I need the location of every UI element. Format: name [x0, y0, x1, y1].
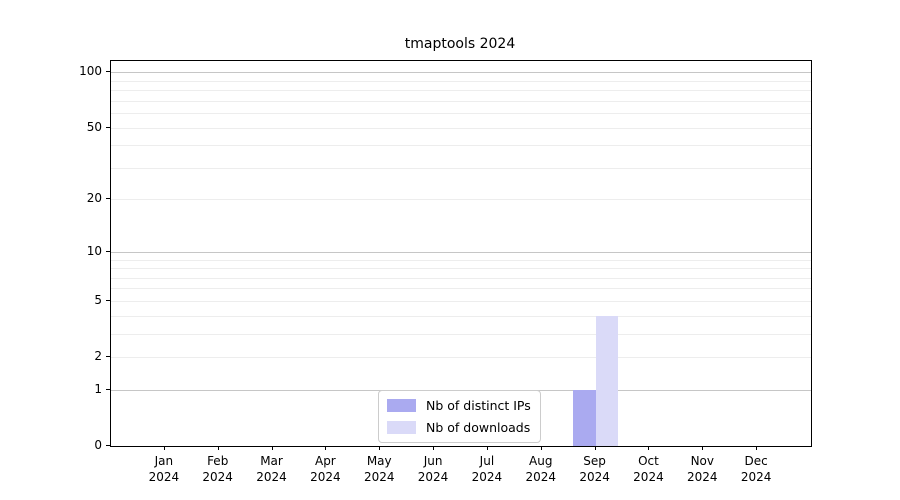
- x-tick-year: 2024: [256, 470, 287, 484]
- gridline-minor: [111, 288, 811, 290]
- y-tick-mark: [106, 250, 110, 252]
- x-tick-year: 2024: [148, 470, 180, 484]
- x-tick-label: Jun 2024: [401, 453, 465, 485]
- x-tick-month: Oct: [638, 454, 659, 468]
- chart-title: tmaptools 2024: [404, 36, 516, 52]
- x-tick-label: Aug 2024: [509, 453, 573, 485]
- y-tick-label: 100: [79, 64, 102, 79]
- gridline-minor: [111, 100, 811, 102]
- gridline-minor: [111, 127, 811, 129]
- x-tick-month: Jan: [154, 454, 174, 468]
- x-tick-month: Aug: [529, 454, 553, 468]
- plot-area: Nb of distinct IPs Nb of downloads: [110, 60, 812, 447]
- y-tick-mark: [106, 299, 110, 301]
- gridline-minor: [111, 259, 811, 261]
- x-tick-mark: [271, 446, 273, 450]
- legend-row: Nb of downloads: [387, 419, 531, 436]
- x-tick-month: Jul: [479, 454, 495, 468]
- x-tick-month: Apr: [314, 454, 336, 468]
- gridline-minor: [111, 315, 811, 317]
- x-tick-month: May: [366, 454, 392, 468]
- gridline-minor: [111, 145, 811, 147]
- x-tick-label: Dec 2024: [724, 453, 788, 485]
- x-tick-mark: [756, 446, 758, 450]
- gridline-major: [111, 251, 811, 253]
- gridline-minor: [111, 300, 811, 302]
- x-tick-label: May 2024: [347, 453, 411, 485]
- gridline-minor: [111, 333, 811, 335]
- legend-swatch: [387, 399, 416, 412]
- x-tick-year: 2024: [310, 470, 341, 484]
- y-tick-mark: [106, 126, 110, 128]
- x-tick-label: Jul 2024: [455, 453, 519, 485]
- bar-downloads: [595, 315, 619, 446]
- x-tick-mark: [648, 446, 650, 450]
- gridline-minor: [111, 277, 811, 279]
- x-tick-mark: [540, 446, 542, 450]
- x-tick-year: 2024: [471, 470, 503, 484]
- x-tick-mark: [594, 446, 596, 450]
- gridline-minor: [111, 90, 811, 92]
- x-tick-label: Mar 2024: [240, 453, 304, 485]
- y-tick-label: 1: [94, 381, 102, 396]
- y-tick-mark: [106, 445, 110, 446]
- x-tick-year: 2024: [687, 470, 718, 484]
- bar-distinct-ips: [573, 389, 596, 446]
- x-tick-mark: [379, 446, 381, 450]
- x-tick-year: 2024: [525, 470, 557, 484]
- x-tick-month: Nov: [690, 454, 714, 468]
- legend-label: Nb of downloads: [426, 420, 531, 435]
- x-tick-month: Feb: [207, 454, 229, 468]
- x-tick-mark: [163, 446, 165, 450]
- x-tick-year: 2024: [202, 470, 233, 484]
- x-tick-mark: [325, 446, 327, 450]
- x-tick-mark: [433, 446, 435, 450]
- x-tick-year: 2024: [579, 470, 610, 484]
- x-tick-mark: [702, 446, 704, 450]
- gridline-minor: [111, 357, 811, 359]
- gridline-minor: [111, 80, 811, 82]
- y-tick-label: 50: [86, 119, 102, 134]
- legend-swatch: [387, 421, 416, 434]
- y-tick-mark: [106, 388, 110, 390]
- y-tick-mark: [106, 356, 110, 358]
- gridline-minor: [111, 268, 811, 270]
- x-tick-year: 2024: [633, 470, 664, 484]
- x-tick-label: Nov 2024: [670, 453, 734, 485]
- x-tick-month: Mar: [260, 454, 283, 468]
- y-tick-label: 10: [86, 243, 102, 258]
- gridline-minor: [111, 113, 811, 115]
- x-tick-label: Oct 2024: [616, 453, 680, 485]
- legend: Nb of distinct IPs Nb of downloads: [378, 390, 541, 443]
- y-tick-mark: [106, 71, 110, 73]
- gridline-minor: [111, 199, 811, 201]
- y-tick-label: 0: [94, 438, 102, 452]
- y-tick-mark: [106, 198, 110, 200]
- legend-label: Nb of distinct IPs: [426, 398, 531, 413]
- x-tick-year: 2024: [417, 470, 449, 484]
- x-tick-label: Apr 2024: [293, 453, 357, 485]
- gridline-major: [111, 72, 811, 74]
- x-tick-label: Sep 2024: [563, 453, 627, 485]
- x-tick-label: Feb 2024: [186, 453, 250, 485]
- y-tick-label: 5: [94, 292, 102, 307]
- x-tick-mark: [486, 446, 488, 450]
- x-tick-label: Jan 2024: [132, 453, 196, 485]
- x-tick-month: Sep: [583, 454, 606, 468]
- x-tick-year: 2024: [363, 470, 395, 484]
- x-tick-month: Dec: [744, 454, 768, 468]
- legend-row: Nb of distinct IPs: [387, 397, 531, 414]
- gridline-minor: [111, 167, 811, 169]
- y-tick-label: 2: [94, 349, 102, 364]
- x-tick-year: 2024: [740, 470, 772, 484]
- x-tick-mark: [217, 446, 219, 450]
- y-tick-label: 20: [86, 191, 102, 206]
- x-tick-month: Jun: [423, 454, 443, 468]
